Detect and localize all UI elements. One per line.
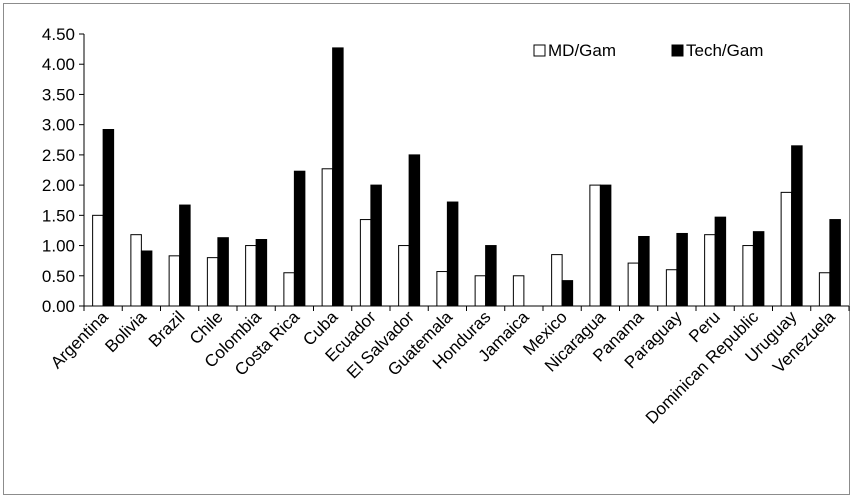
bar-tech-gam bbox=[599, 184, 612, 307]
bar-chart: 0.00 0.50 1.00 1.50 2.00 2.50 3.00 3.50 4.00 4.50… bbox=[42, 25, 850, 428]
bar-tech-gam bbox=[446, 201, 459, 307]
bar-tech-gam bbox=[408, 154, 421, 307]
bar-md-gam bbox=[512, 275, 525, 307]
bar-tech-gam bbox=[561, 280, 574, 307]
y-tick-label: 0.50 bbox=[42, 267, 75, 286]
legend-label: Tech/Gam bbox=[686, 41, 763, 60]
y-tick-label: 4.50 bbox=[42, 25, 75, 44]
bar-tech-gam bbox=[370, 184, 382, 307]
bar-md-gam bbox=[245, 245, 257, 307]
bar-md-gam bbox=[627, 262, 640, 307]
bar-md-gam bbox=[818, 272, 831, 307]
bar-md-gam bbox=[589, 184, 601, 307]
x-axis: ArgentinaBoliviaBrazilChileColombiaCosta… bbox=[47, 305, 850, 428]
bar-md-gam bbox=[359, 219, 372, 307]
bar-tech-gam bbox=[791, 145, 803, 307]
bar-md-gam bbox=[704, 234, 716, 307]
bar-md-gam bbox=[92, 214, 104, 307]
legend: MD/Gam Tech/Gam bbox=[533, 41, 763, 60]
x-tick-label: Bolivia bbox=[101, 307, 150, 356]
bar-md-gam bbox=[742, 245, 754, 307]
y-tick-label: 1.50 bbox=[42, 206, 75, 225]
bar-md-gam bbox=[398, 245, 410, 307]
bar-tech-gam bbox=[140, 250, 153, 307]
bar-md-gam bbox=[130, 234, 142, 307]
legend-swatch bbox=[533, 44, 546, 57]
x-tick-label: Argentina bbox=[47, 307, 112, 372]
x-tick-label: Brazil bbox=[145, 307, 188, 350]
bar-tech-gam bbox=[255, 239, 268, 307]
bar-tech-gam bbox=[638, 235, 650, 307]
chart-frame: 0.00 0.50 1.00 1.50 2.00 2.50 3.00 3.50 4.00 4.50… bbox=[3, 3, 850, 495]
bar-md-gam bbox=[436, 271, 448, 307]
bar-md-gam bbox=[780, 191, 793, 307]
bar-md-gam bbox=[474, 275, 487, 307]
bars bbox=[92, 47, 841, 307]
bar-md-gam bbox=[283, 272, 295, 307]
y-tick-label: 3.50 bbox=[42, 85, 75, 104]
bar-tech-gam bbox=[752, 231, 765, 307]
y-tick-label: 1.00 bbox=[42, 237, 75, 256]
bar-tech-gam bbox=[676, 232, 688, 307]
bar-tech-gam bbox=[829, 219, 841, 307]
bar-tech-gam bbox=[179, 204, 191, 307]
bar-md-gam bbox=[206, 257, 219, 307]
bar-md-gam bbox=[321, 168, 334, 307]
y-axis: 0.00 0.50 1.00 1.50 2.00 2.50 3.00 3.50 4.00 4.50 bbox=[42, 25, 85, 316]
y-tick-label: 3.00 bbox=[42, 116, 75, 135]
bar-md-gam bbox=[551, 254, 563, 307]
legend-label: MD/Gam bbox=[548, 41, 616, 60]
legend-swatch bbox=[671, 44, 684, 57]
bar-tech-gam bbox=[102, 129, 115, 307]
y-tick-label: 0.00 bbox=[42, 297, 75, 316]
y-tick-label: 4.00 bbox=[42, 55, 75, 74]
bar-tech-gam bbox=[332, 47, 344, 307]
bar-tech-gam bbox=[485, 245, 497, 307]
bar-md-gam bbox=[665, 269, 678, 307]
bar-md-gam bbox=[168, 255, 181, 307]
bar-tech-gam bbox=[293, 170, 306, 307]
bar-tech-gam bbox=[714, 216, 727, 307]
y-tick-label: 2.00 bbox=[42, 176, 75, 195]
y-tick-label: 2.50 bbox=[42, 146, 75, 165]
bar-tech-gam bbox=[217, 237, 229, 307]
